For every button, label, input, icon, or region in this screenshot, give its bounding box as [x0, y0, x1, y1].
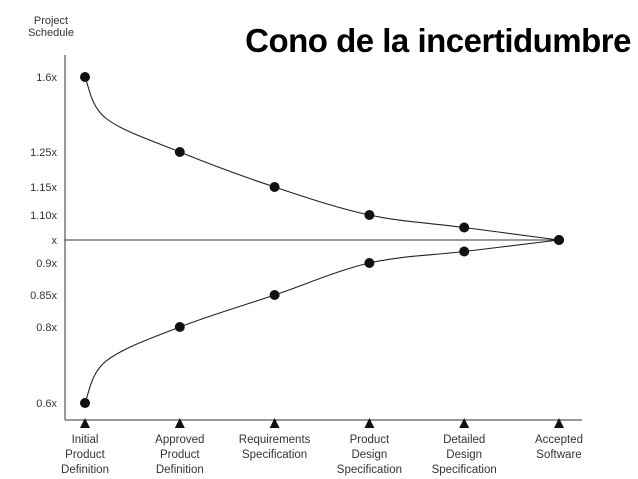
- x-category-label-line: Software: [536, 449, 581, 461]
- y-tick-label: x: [52, 235, 58, 247]
- y-axis-title-line: Schedule: [28, 27, 74, 39]
- y-tick-label: 0.8x: [36, 322, 57, 334]
- y-tick-label: 1.6x: [36, 72, 57, 84]
- y-tick-labels: 1.6x 1.25x 1.15x 1.10x x 0.9x 0.85x 0.8x 0.6x: [30, 72, 57, 410]
- x-category-label-line: Requirements: [239, 434, 311, 446]
- x-category-label: Product Design Specification: [337, 434, 402, 476]
- lower-data-point: [174, 322, 185, 332]
- x-category-label-line: Specification: [432, 464, 497, 476]
- x-axis-marker: [459, 418, 470, 428]
- upper-data-point: [269, 182, 280, 192]
- x-category-label-line: Detailed: [443, 434, 485, 446]
- x-category-label-line: Approved: [155, 434, 204, 446]
- x-axis-marker: [269, 418, 280, 428]
- upper-data-point: [174, 147, 185, 157]
- lower-data-point: [459, 246, 470, 257]
- lower-curve: [84, 239, 560, 404]
- y-tick-label: 0.85x: [30, 290, 57, 302]
- x-category-label-line: Product: [350, 434, 390, 446]
- lower-data-point: [554, 235, 564, 245]
- x-category-label-line: Specification: [242, 449, 307, 461]
- y-axis-title-line: Project: [34, 15, 68, 27]
- upper-data-point: [459, 222, 470, 233]
- upper-curve: [84, 76, 560, 241]
- x-category-label-line: Design: [446, 449, 482, 461]
- axes-group: [64, 55, 582, 421]
- x-axis-marker: [364, 418, 375, 428]
- y-tick-label: 1.25x: [30, 147, 57, 159]
- y-tick-label: 0.6x: [36, 398, 57, 410]
- x-category-label-line: Specification: [337, 464, 402, 476]
- x-category-label: Detailed Design Specification: [432, 434, 497, 476]
- x-category-label-line: Product: [65, 449, 105, 461]
- x-category-label-line: Product: [160, 449, 200, 461]
- x-category-labels: Initial Product Definition Approved Product D…: [61, 434, 583, 476]
- x-axis-marker: [554, 418, 564, 428]
- x-category-label: Initial Product Definition: [61, 434, 109, 476]
- y-tick-label: 1.15x: [30, 182, 57, 194]
- y-tick-label: 1.10x: [30, 210, 57, 222]
- x-category-label-line: Definition: [156, 464, 204, 476]
- x-category-label-line: Definition: [61, 464, 109, 476]
- x-axis-marker: [80, 418, 90, 428]
- series-points: [80, 72, 564, 408]
- x-category-label: Approved Product Definition: [155, 434, 204, 476]
- upper-data-point: [80, 72, 90, 82]
- x-category-label-line: Design: [351, 449, 387, 461]
- chart-title-group: Cono de la incertidumbre: [245, 22, 632, 59]
- x-category-label-line: Accepted: [535, 434, 583, 446]
- lower-data-point: [364, 258, 375, 268]
- x-category-label-line: Initial: [72, 434, 99, 446]
- lower-data-point: [80, 398, 90, 408]
- x-axis-marker: [174, 418, 185, 428]
- y-tick-label: 0.9x: [36, 258, 57, 270]
- chart-title: Cono de la incertidumbre: [245, 22, 631, 59]
- upper-data-point: [364, 210, 375, 220]
- x-axis-markers: [80, 418, 564, 428]
- x-category-label: Requirements Specification: [239, 434, 311, 461]
- x-category-label: Accepted Software: [535, 434, 583, 461]
- lower-data-point: [269, 290, 280, 300]
